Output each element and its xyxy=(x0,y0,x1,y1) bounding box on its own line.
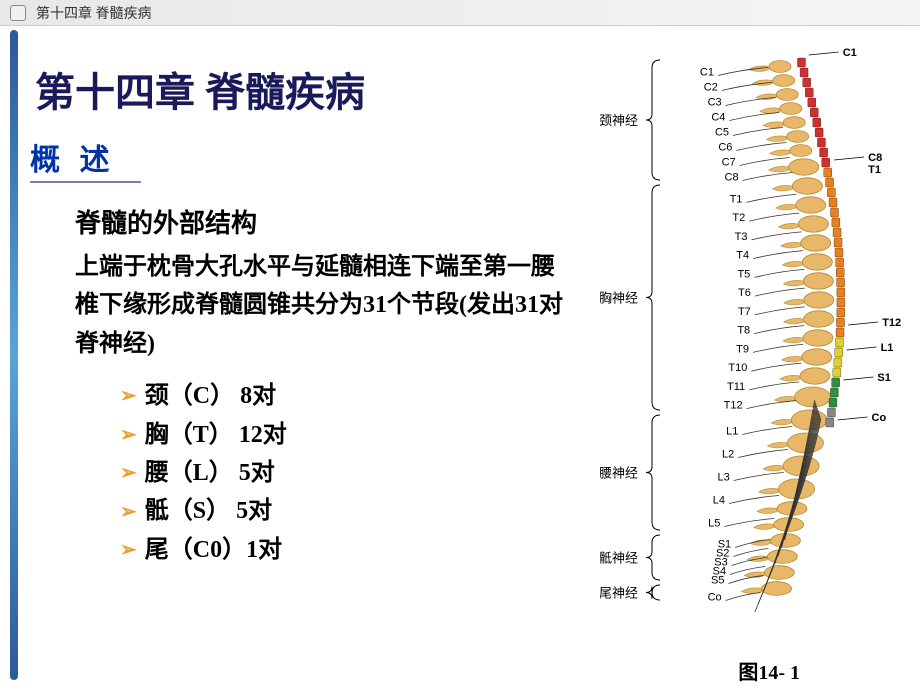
bullet-icon: ➢ xyxy=(120,534,137,566)
svg-text:T5: T5 xyxy=(737,268,750,280)
spine-diagram: C1 C2 C3 C4 C5 C6 C7 C8 颈神经 T1 T2 T3 T4 T5 T6 T7 T8 T9 T10… xyxy=(600,40,920,630)
svg-text:T4: T4 xyxy=(736,250,749,262)
list-item: ➢腰（L） 5对 xyxy=(120,454,565,492)
header-bar: 第十四章 脊髓疾病 xyxy=(0,0,920,26)
svg-text:C2: C2 xyxy=(704,82,718,94)
svg-text:L4: L4 xyxy=(713,495,725,507)
bullet-icon: ➢ xyxy=(120,419,137,451)
spine-svg: C1 C2 C3 C4 C5 C6 C7 C8 颈神经 T1 T2 T3 T4 T5 T6 T7 T8 T9 T10… xyxy=(600,40,920,630)
list-item: ➢颈（C） 8对 xyxy=(120,377,565,415)
svg-text:T3: T3 xyxy=(735,231,748,243)
svg-text:T11: T11 xyxy=(727,381,745,393)
svg-text:T7: T7 xyxy=(738,306,751,318)
svg-text:Co: Co xyxy=(708,592,722,604)
svg-text:L1: L1 xyxy=(726,426,738,438)
svg-text:T12: T12 xyxy=(882,317,901,329)
svg-text:C6: C6 xyxy=(718,142,732,154)
svg-text:胸神经: 胸神经 xyxy=(600,291,638,306)
list-text: 腰（L） 5对 xyxy=(145,454,275,492)
body-text: 上端于枕骨大孔水平与延髓相连下端至第一腰椎下缘形成脊髓圆锥共分为31个节段(发出… xyxy=(75,248,565,363)
list-text: 骶（S） 5对 xyxy=(145,492,272,530)
svg-text:S1: S1 xyxy=(877,372,890,384)
list-item: ➢尾（C0）1对 xyxy=(120,531,565,569)
segment-list: ➢颈（C） 8对 ➢胸（T） 12对 ➢腰（L） 5对 ➢骶（S） 5对 ➢尾（… xyxy=(120,377,565,569)
svg-text:腰神经: 腰神经 xyxy=(600,466,638,481)
list-text: 胸（T） 12对 xyxy=(145,416,287,454)
svg-text:L3: L3 xyxy=(717,472,729,484)
bullet-icon: ➢ xyxy=(120,380,137,412)
svg-text:C1: C1 xyxy=(700,67,714,79)
svg-text:T10: T10 xyxy=(728,362,747,374)
figure-label: 图14- 1 xyxy=(738,656,800,685)
text-block: 脊髓的外部结构 上端于枕骨大孔水平与延髓相连下端至第一腰椎下缘形成脊髓圆锥共分为… xyxy=(75,203,565,569)
svg-text:C8: C8 xyxy=(725,172,739,184)
svg-text:T1: T1 xyxy=(868,164,881,176)
svg-text:T12: T12 xyxy=(724,400,743,412)
bullet-icon: ➢ xyxy=(120,496,137,528)
left-accent-bar xyxy=(10,30,18,680)
list-text: 尾（C0）1对 xyxy=(145,531,282,569)
svg-text:C8: C8 xyxy=(868,152,882,164)
svg-text:L2: L2 xyxy=(722,449,734,461)
svg-text:Co: Co xyxy=(872,412,887,424)
subtitle: 脊髓的外部结构 xyxy=(75,203,565,240)
svg-text:C3: C3 xyxy=(708,97,722,109)
svg-text:T9: T9 xyxy=(736,343,749,355)
svg-text:C7: C7 xyxy=(722,157,736,169)
svg-text:C5: C5 xyxy=(715,127,729,139)
section-heading: 概 述 xyxy=(30,133,141,183)
svg-text:T6: T6 xyxy=(738,287,751,299)
svg-text:T8: T8 xyxy=(737,325,750,337)
header-text: 第十四章 脊髓疾病 xyxy=(36,3,152,23)
svg-text:颈神经: 颈神经 xyxy=(600,113,638,128)
list-item: ➢骶（S） 5对 xyxy=(120,492,565,530)
svg-text:T2: T2 xyxy=(732,212,745,224)
svg-text:S5: S5 xyxy=(711,575,724,587)
app-icon xyxy=(10,5,26,21)
svg-text:尾神经: 尾神经 xyxy=(600,586,638,601)
svg-text:L5: L5 xyxy=(708,518,720,530)
svg-text:C1: C1 xyxy=(843,47,857,59)
svg-text:T1: T1 xyxy=(730,193,743,205)
bullet-icon: ➢ xyxy=(120,457,137,489)
list-item: ➢胸（T） 12对 xyxy=(120,416,565,454)
svg-text:C4: C4 xyxy=(711,112,725,124)
list-text: 颈（C） 8对 xyxy=(145,377,276,415)
svg-text:骶神经: 骶神经 xyxy=(600,551,638,566)
svg-text:L1: L1 xyxy=(881,342,894,354)
